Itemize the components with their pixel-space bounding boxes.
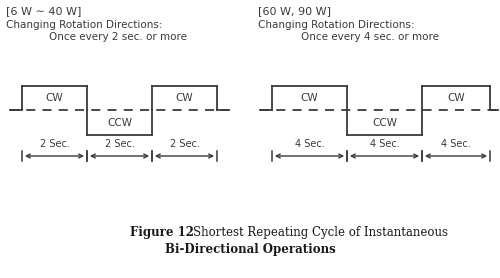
Text: CW: CW: [447, 93, 465, 103]
Text: Shortest Repeating Cycle of Instantaneous: Shortest Repeating Cycle of Instantaneou…: [193, 226, 448, 239]
Text: CW: CW: [46, 93, 64, 103]
Text: CW: CW: [176, 93, 194, 103]
Text: 2 Sec.: 2 Sec.: [104, 139, 134, 149]
Text: Bi-Directional Operations: Bi-Directional Operations: [164, 243, 336, 256]
Text: 4 Sec.: 4 Sec.: [370, 139, 400, 149]
Text: 2 Sec.: 2 Sec.: [40, 139, 70, 149]
Text: CW: CW: [300, 93, 318, 103]
Text: 4 Sec.: 4 Sec.: [441, 139, 471, 149]
Text: Changing Rotation Directions:: Changing Rotation Directions:: [6, 20, 162, 30]
Text: Changing Rotation Directions:: Changing Rotation Directions:: [258, 20, 414, 30]
Text: [60 W, 90 W]: [60 W, 90 W]: [258, 6, 331, 16]
Text: 4 Sec.: 4 Sec.: [294, 139, 324, 149]
Text: Figure 12: Figure 12: [130, 226, 194, 239]
Text: CCW: CCW: [107, 118, 132, 128]
Text: Once every 2 sec. or more: Once every 2 sec. or more: [49, 32, 187, 42]
Text: [6 W ∼ 40 W]: [6 W ∼ 40 W]: [6, 6, 82, 16]
Text: 2 Sec.: 2 Sec.: [170, 139, 200, 149]
Text: Once every 4 sec. or more: Once every 4 sec. or more: [301, 32, 439, 42]
Text: CCW: CCW: [372, 118, 397, 128]
